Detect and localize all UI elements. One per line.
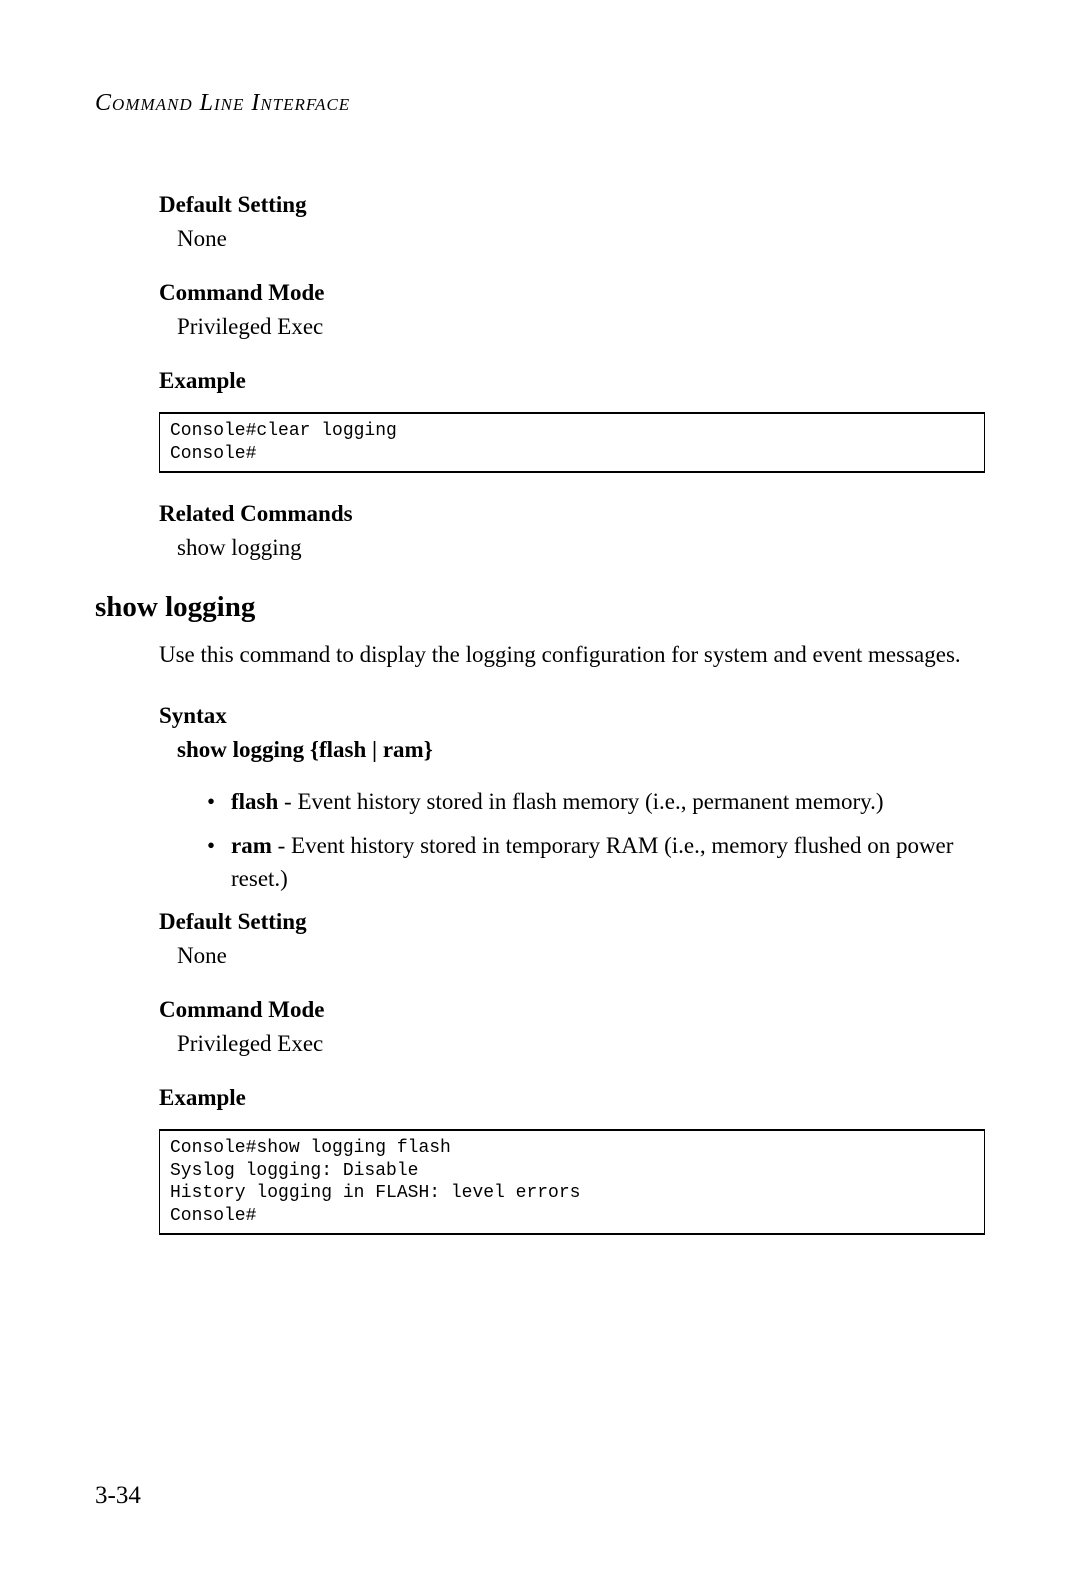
command-mode-value-2: Privileged Exec [177, 1031, 985, 1057]
related-commands-label: Related Commands [159, 501, 985, 527]
section-title: show logging [95, 591, 985, 624]
example-label-1: Example [159, 368, 985, 394]
command-mode-label-2: Command Mode [159, 997, 985, 1023]
command-mode-label-1: Command Mode [159, 280, 985, 306]
page-number: 3-34 [95, 1482, 141, 1510]
bullet-list: flash - Event history stored in flash me… [207, 785, 985, 895]
syntax-line: show logging {flash | ram} [177, 737, 985, 763]
list-item: ram - Event history stored in temporary … [207, 829, 985, 896]
default-setting-value-1: None [177, 226, 985, 252]
list-item: flash - Event history stored in flash me… [207, 785, 985, 818]
default-setting-label-1: Default Setting [159, 192, 985, 218]
related-commands-value: show logging [177, 535, 985, 561]
example-label-2: Example [159, 1085, 985, 1111]
bullet-text-ram: - Event history stored in temporary RAM … [231, 833, 953, 891]
code-block-1: Console#clear logging Console# [159, 412, 985, 473]
code-block-2: Console#show logging flash Syslog loggin… [159, 1129, 985, 1235]
syntax-label: Syntax [159, 703, 985, 729]
bullet-text-flash: - Event history stored in flash memory (… [278, 789, 883, 814]
default-setting-value-2: None [177, 943, 985, 969]
section-description: Use this command to display the logging … [159, 638, 985, 671]
command-mode-value-1: Privileged Exec [177, 314, 985, 340]
bullet-bold-flash: flash [231, 789, 278, 814]
bullet-bold-ram: ram [231, 833, 272, 858]
page-header: Command Line Interface [95, 90, 985, 117]
default-setting-label-2: Default Setting [159, 909, 985, 935]
